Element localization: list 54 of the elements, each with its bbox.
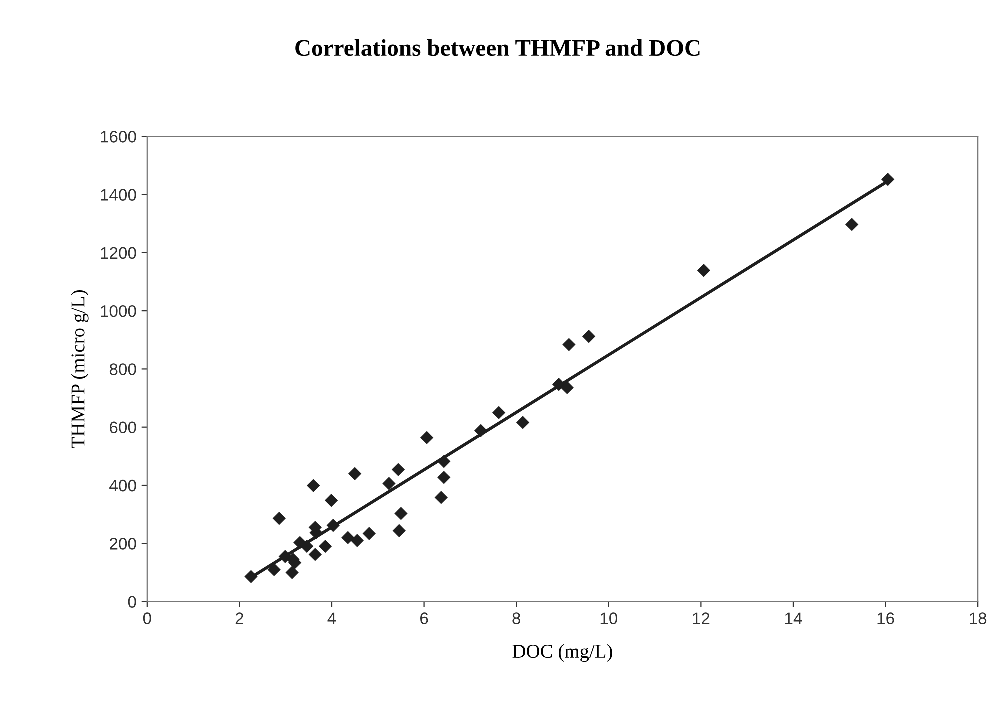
x-axis-title: DOC (mg/L) [512,644,612,662]
point [697,264,711,278]
x-tick-label: 8 [512,612,520,624]
point [846,218,859,232]
x-tick-label: 6 [420,612,428,624]
point [562,338,576,352]
point [306,479,320,492]
x-tick-label: 12 [693,612,710,624]
point [244,570,258,584]
point [382,477,396,490]
point [394,507,408,520]
point [438,455,451,468]
y-tick-label: 600 [110,422,136,434]
y-tick-label: 200 [110,538,136,550]
point [268,563,281,576]
point [881,173,895,186]
point [286,566,299,580]
y-tick-label: 1400 [101,189,136,201]
point [420,431,434,444]
y-tick-label: 800 [110,364,136,376]
point [318,540,332,554]
x-tick-label: 0 [143,612,152,624]
point [492,406,506,420]
x-tick-label: 18 [970,612,987,624]
x-tick-label: 10 [600,612,618,624]
point [474,424,488,438]
point [560,381,574,394]
point [516,416,530,430]
point [326,519,340,532]
point [392,463,406,476]
x-tick-label: 14 [785,612,802,624]
x-tick-label: 4 [328,612,336,624]
y-tick-label: 400 [110,480,136,492]
point [300,540,314,554]
point [350,534,364,548]
point [308,548,322,562]
point [438,471,451,484]
point [348,467,362,480]
point [272,512,286,526]
point [552,378,566,392]
y-tick-label: 0 [128,596,136,608]
point [434,491,448,504]
y-tick-label: 1200 [101,247,136,260]
point [342,531,355,544]
y-tick-label: 1000 [101,305,136,318]
chart-title: Correlations between THMFP and DOC [296,40,700,56]
x-tick-label: 16 [878,612,894,624]
point [362,527,376,540]
x-tick-label: 2 [236,612,244,624]
point [392,524,406,538]
y-tick-label: 1600 [101,131,136,143]
point [324,494,338,508]
point [582,330,596,344]
y-axis-title: THMFP (micro g/L) [71,290,89,448]
